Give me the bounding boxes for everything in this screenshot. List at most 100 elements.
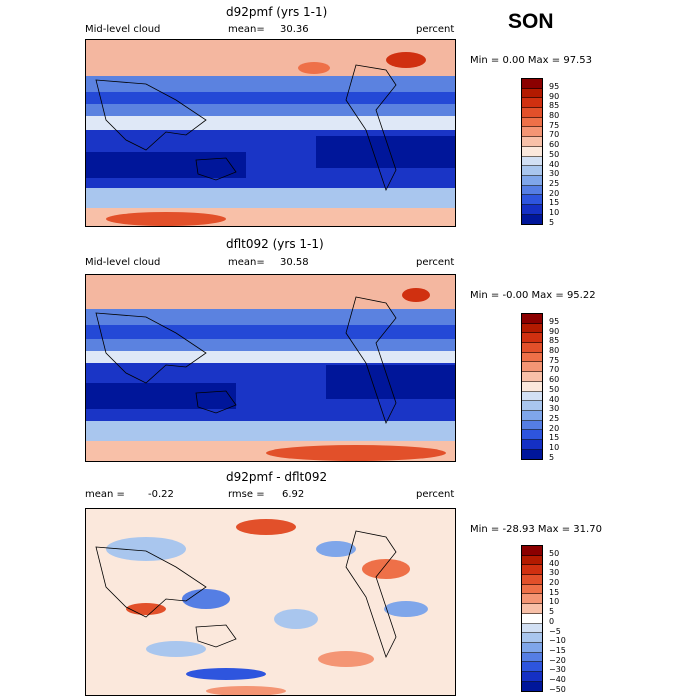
colorbar-tick-label: 70 xyxy=(549,130,560,140)
colorbar-segment xyxy=(522,546,542,556)
colorbar-segment xyxy=(522,185,542,196)
panel1-colorbar xyxy=(521,78,543,226)
colorbar-tick-label: 30 xyxy=(549,404,560,414)
colorbar-segment xyxy=(522,79,542,89)
colorbar-segment xyxy=(522,372,542,382)
panel1-field-label: Mid-level cloud xyxy=(85,24,161,35)
colorbar-tick-label: −40 xyxy=(549,674,566,684)
colorbar-tick-label: 80 xyxy=(549,111,560,121)
panel2-units: percent xyxy=(416,257,455,268)
colorbar-segment xyxy=(522,391,542,402)
colorbar-tick-label: 0 xyxy=(549,616,555,626)
colorbar-tick-label: 80 xyxy=(549,346,560,356)
colorbar-tick-label: 15 xyxy=(549,198,560,208)
colorbar-tick-label: −50 xyxy=(549,684,566,694)
colorbar-tick-label: −30 xyxy=(549,665,566,675)
colorbar-segment xyxy=(522,352,542,363)
colorbar-tick-label: 10 xyxy=(549,207,560,217)
colorbar-tick-label: 50 xyxy=(549,149,560,159)
colorbar-segment xyxy=(522,88,542,99)
colorbar-tick-label: −10 xyxy=(549,636,566,646)
colorbar-segment xyxy=(522,195,542,205)
panel3-rmse-label: rmse = xyxy=(228,489,265,500)
colorbar-tick-label: −20 xyxy=(549,655,566,665)
colorbar-tick-label: 25 xyxy=(549,413,560,423)
colorbar-segment xyxy=(522,137,542,147)
colorbar-segment xyxy=(522,98,542,109)
colorbar-segment xyxy=(522,604,542,614)
colorbar-tick-label: 40 xyxy=(549,394,560,404)
colorbar-segment xyxy=(522,117,542,128)
colorbar-segment xyxy=(522,401,542,411)
colorbar-segment xyxy=(522,146,542,157)
panel2-map xyxy=(85,274,456,462)
colorbar-segment xyxy=(522,681,542,692)
colorbar-segment xyxy=(522,381,542,392)
panel1-colorbar-labels: 95 90 85 80 75 70 60 50 40 30 25 20 15 10 5 xyxy=(549,82,559,227)
colorbar-tick-label: 85 xyxy=(549,101,560,111)
colorbar-segment xyxy=(522,314,542,324)
colorbar-tick-label: 5 xyxy=(549,607,555,617)
colorbar-segment xyxy=(522,333,542,344)
colorbar-tick-label: 25 xyxy=(549,178,560,188)
panel2-mean-value: 30.58 xyxy=(280,257,309,268)
colorbar-segment xyxy=(522,175,542,186)
colorbar-tick-label: 40 xyxy=(549,558,560,568)
colorbar-segment xyxy=(522,671,542,682)
colorbar-segment xyxy=(522,166,542,176)
colorbar-tick-label: 95 xyxy=(549,317,560,326)
colorbar-tick-label: 95 xyxy=(549,82,560,91)
colorbar-segment xyxy=(522,108,542,118)
colorbar-segment xyxy=(522,410,542,421)
colorbar-tick-label: 75 xyxy=(549,120,560,130)
colorbar-segment xyxy=(522,584,542,595)
colorbar-tick-label: 10 xyxy=(549,442,560,452)
colorbar-tick-label: 50 xyxy=(549,384,560,394)
colorbar-tick-label: 60 xyxy=(549,140,560,150)
colorbar-tick-label: 15 xyxy=(549,433,560,443)
colorbar-segment xyxy=(522,323,542,334)
colorbar-tick-label: 20 xyxy=(549,578,560,588)
panel3-units: percent xyxy=(416,489,455,500)
colorbar-tick-label: 90 xyxy=(549,326,560,336)
colorbar-segment xyxy=(522,575,542,585)
colorbar-segment xyxy=(522,555,542,566)
panel1-mean-label: mean= xyxy=(228,24,265,35)
panel3-mean-label: mean = xyxy=(85,489,125,500)
panel3-colorbar-labels: 50 40 30 20 15 10 5 0 −5 −10 −15 −20 −30 −40 −50 xyxy=(549,549,566,694)
colorbar-tick-label: 40 xyxy=(549,159,560,169)
panel2-title: dflt092 (yrs 1-1) xyxy=(226,237,324,251)
colorbar-tick-label: −15 xyxy=(549,645,566,655)
panel3-title: d92pmf - dflt092 xyxy=(226,470,328,484)
colorbar-tick-label: 10 xyxy=(549,597,560,607)
colorbar-segment xyxy=(522,343,542,353)
colorbar-segment xyxy=(522,565,542,576)
colorbar-segment xyxy=(522,156,542,167)
colorbar-tick-label: 20 xyxy=(549,188,560,198)
panel2-colorbar xyxy=(521,313,543,461)
colorbar-segment xyxy=(522,204,542,215)
colorbar-tick-label: −5 xyxy=(549,626,561,636)
colorbar-segment xyxy=(522,430,542,440)
colorbar-segment xyxy=(522,633,542,643)
colorbar-tick-label: 30 xyxy=(549,169,560,179)
colorbar-segment xyxy=(522,652,542,663)
season-label: SON xyxy=(508,10,554,33)
colorbar-segment xyxy=(522,362,542,373)
panel2-mean-label: mean= xyxy=(228,257,265,268)
colorbar-tick-label: 85 xyxy=(549,336,560,346)
panel1-map xyxy=(85,39,456,227)
panel2-colorbar-labels: 95 90 85 80 75 70 60 50 40 30 25 20 15 10 5 xyxy=(549,317,559,462)
panel3-minmax: Min = -28.93 Max = 31.70 xyxy=(470,524,602,535)
panel1-units: percent xyxy=(416,24,455,35)
colorbar-tick-label: 15 xyxy=(549,587,560,597)
panel2-minmax: Min = -0.00 Max = 95.22 xyxy=(470,290,596,301)
panel1-mean-value: 30.36 xyxy=(280,24,309,35)
colorbar-segment xyxy=(522,214,542,225)
colorbar-tick-label: 5 xyxy=(549,217,555,227)
colorbar-segment xyxy=(522,662,542,672)
colorbar-tick-label: 30 xyxy=(549,568,560,578)
colorbar-segment xyxy=(522,449,542,460)
colorbar-tick-label: 70 xyxy=(549,365,560,375)
colorbar-segment xyxy=(522,127,542,138)
